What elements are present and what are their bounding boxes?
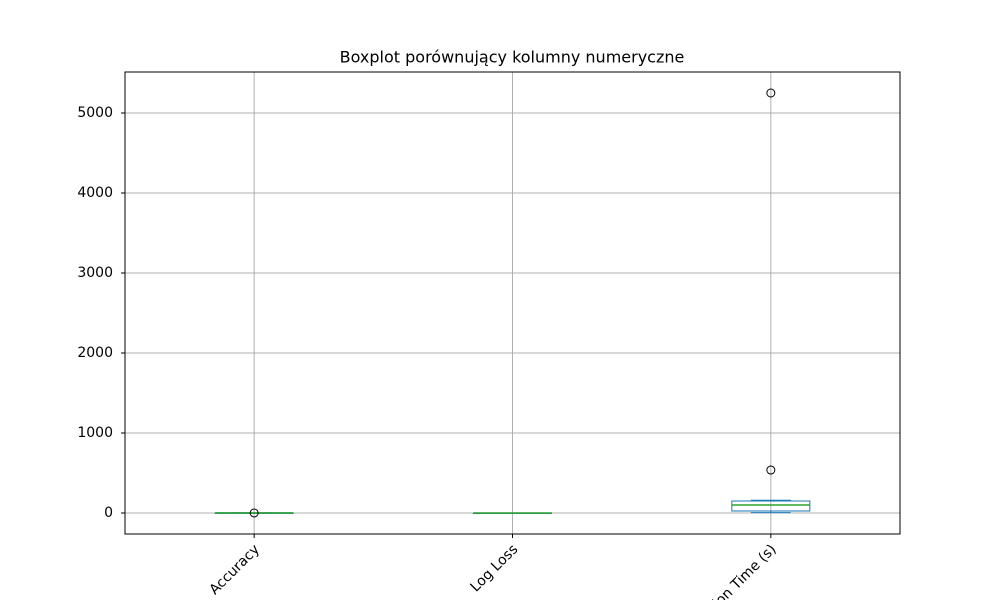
chart-title: Boxplot porównujący kolumny numeryczne [340,48,685,67]
y-tick-label: 4000 [77,185,113,201]
y-tick-label: 5000 [77,105,113,121]
flier [766,88,776,98]
flier [766,465,776,475]
x-tick-label: Log Loss [467,542,521,596]
y-tick-label: 3000 [77,265,113,281]
flier [249,508,259,518]
x-tick-label: Execution Time (s) [676,542,779,600]
y-tick-label: 2000 [77,345,113,361]
box [731,500,811,512]
x-tick-label: Accuracy [206,542,263,599]
y-tick-label: 0 [104,505,113,521]
y-tick-label: 1000 [77,425,113,441]
plot-frame [124,71,901,535]
